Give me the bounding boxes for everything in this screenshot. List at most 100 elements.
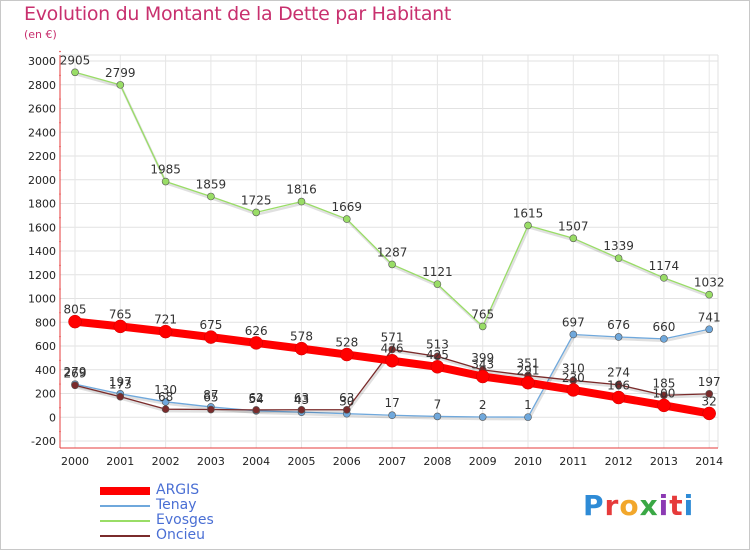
data-label: 1339 <box>603 239 634 253</box>
series-evosges <box>71 68 714 331</box>
data-label: 230 <box>562 371 585 385</box>
data-label: 1816 <box>286 183 317 197</box>
x-tick-label: 2010 <box>514 455 542 468</box>
data-label: 17 <box>384 396 399 410</box>
data-point-evosges <box>207 192 215 201</box>
data-label: 68 <box>158 390 173 404</box>
data-point-oncieu <box>433 352 442 361</box>
data-label: 351 <box>517 357 540 371</box>
data-label: 274 <box>607 366 630 380</box>
data-point-oncieu <box>297 405 306 414</box>
data-label: 578 <box>290 330 313 344</box>
data-point-argis <box>475 369 490 384</box>
data-point-oncieu <box>252 406 261 414</box>
x-tick-label: 2009 <box>469 455 497 468</box>
data-label: 675 <box>199 318 222 332</box>
grid-layer <box>60 54 719 448</box>
data-label: 1032 <box>694 276 725 290</box>
x-tick-label: 2002 <box>152 455 180 468</box>
data-label: 721 <box>154 313 177 327</box>
y-tick-label: 1000 <box>28 293 56 306</box>
x-tick-label: 2007 <box>378 455 406 468</box>
data-label: 765 <box>471 307 494 321</box>
y-tick-label: 200 <box>35 388 56 401</box>
data-point-evosges <box>116 81 125 89</box>
y-tick-label: 2400 <box>28 126 56 139</box>
data-point-argis <box>113 319 128 334</box>
data-point-argis <box>204 330 218 344</box>
data-point-evosges <box>614 254 623 263</box>
axis-layer: -200 0 200 400 600 800 1000 1200 1400 1600 1800 200… <box>28 50 723 468</box>
data-point-oncieu <box>614 380 623 389</box>
y-tick-label: 2800 <box>28 79 56 92</box>
data-label: 7 <box>434 397 442 411</box>
logo-letter: x <box>639 489 659 522</box>
logo-letter: P <box>583 489 605 522</box>
data-label: 1859 <box>196 177 227 191</box>
data-label: 476 <box>381 342 404 356</box>
legend-label: Oncieu <box>156 527 205 543</box>
logo-letter: r <box>604 489 620 522</box>
data-point-tenay <box>433 412 442 421</box>
data-label: 1615 <box>513 206 544 220</box>
data-label: 43 <box>294 393 309 407</box>
data-label: 805 <box>64 303 87 317</box>
y-tick-label: 1200 <box>28 269 56 282</box>
data-point-oncieu <box>71 381 79 390</box>
data-point-evosges <box>524 221 532 230</box>
data-label: 741 <box>698 310 721 324</box>
data-label: 425 <box>426 348 449 362</box>
chart-subtitle: (en €) <box>24 28 57 41</box>
data-point-argis <box>521 375 535 390</box>
data-point-evosges <box>297 197 306 206</box>
data-label: 1121 <box>422 265 453 279</box>
data-point-evosges <box>433 280 442 288</box>
data-point-evosges <box>569 234 578 243</box>
y-tick-label: 3000 <box>28 55 56 68</box>
y-tick-label: 1800 <box>28 198 56 211</box>
series-layer <box>68 68 716 421</box>
data-point-tenay <box>569 330 578 339</box>
y-tick-label: 1600 <box>28 221 56 234</box>
data-label: 2905 <box>60 53 91 67</box>
x-tick-label: 2014 <box>695 455 723 468</box>
data-label: 1174 <box>649 259 680 273</box>
data-point-tenay <box>660 335 668 343</box>
data-label: 399 <box>471 351 494 365</box>
data-point-argis <box>702 406 716 421</box>
data-label: 676 <box>607 318 630 332</box>
data-point-argis <box>249 336 263 350</box>
data-point-evosges <box>252 208 261 217</box>
data-label: 1 <box>524 398 532 412</box>
data-label: 291 <box>517 364 540 378</box>
data-label: 269 <box>64 366 87 380</box>
data-label: 65 <box>203 391 218 405</box>
data-label: 1287 <box>377 245 408 259</box>
legend-swatch <box>100 487 150 495</box>
x-tick-label: 2008 <box>423 455 451 468</box>
data-label: 173 <box>109 378 132 392</box>
data-point-argis <box>294 341 309 356</box>
minor-tick <box>59 50 61 53</box>
data-point-evosges <box>660 274 668 282</box>
data-point-tenay <box>705 325 714 334</box>
x-tick-label: 2001 <box>106 455 134 468</box>
x-tick-label: 2013 <box>650 455 678 468</box>
y-tick-label: 2200 <box>28 150 56 163</box>
x-tick-label: 2003 <box>197 455 225 468</box>
data-point-argis <box>340 347 354 362</box>
data-label: 343 <box>471 358 494 372</box>
y-tick-label: 400 <box>35 364 56 377</box>
data-point-argis <box>566 383 581 397</box>
legend-label: ARGIS <box>156 482 200 498</box>
logo-letter: i <box>683 489 695 522</box>
data-point-argis <box>158 324 173 339</box>
data-label: 765 <box>109 307 132 321</box>
y-tick-label: 2000 <box>28 174 56 187</box>
data-label: 63 <box>339 391 354 405</box>
x-tick-label: 2000 <box>61 455 89 468</box>
data-label: 697 <box>562 315 585 329</box>
data-label: 87 <box>203 388 218 402</box>
y-tick-label: -200 <box>31 435 56 448</box>
